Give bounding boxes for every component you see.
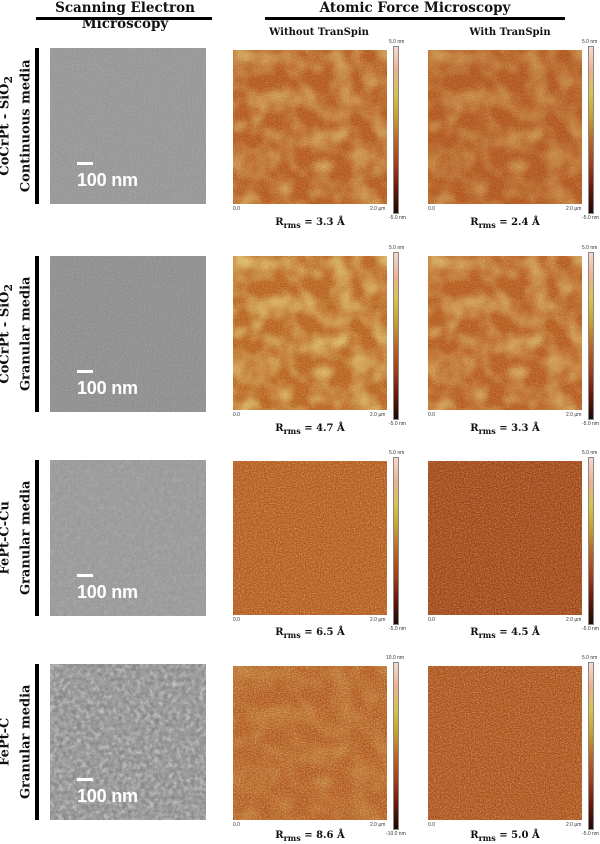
axis-end: 2.0 µm (566, 822, 582, 828)
scale-label: 100 nm (77, 378, 138, 398)
cbar-max: 5.0 nm (582, 655, 598, 661)
axis-end: 2.0 µm (370, 617, 386, 623)
height-colorbar (393, 46, 399, 214)
axis-end: 2.0 µm (370, 412, 386, 418)
cbar-max: 5.0 nm (582, 245, 598, 251)
axis-start: 0.0 (233, 617, 240, 623)
axis-end: 2.0 µm (370, 206, 386, 212)
scale-label: 100 nm (77, 786, 138, 806)
afm-header: Atomic Force Microscopy (319, 0, 511, 16)
axis-end: 2.0 µm (566, 617, 582, 623)
height-colorbar (588, 252, 594, 420)
cbar-min: -5.0 nm (582, 421, 599, 427)
afm-image-without-r4 (233, 666, 387, 820)
row-separator-bar (35, 256, 39, 412)
cbar-max: 5.0 nm (389, 245, 405, 251)
with-transpin-title: With TranSpin (469, 27, 551, 38)
axis-start: 0.0 (233, 412, 240, 418)
sem-image-cocrpt-continuous (50, 48, 206, 204)
afm-image-without-r1 (233, 50, 387, 204)
afm-image-without-r3 (233, 461, 387, 615)
height-colorbar (393, 457, 399, 625)
height-colorbar (393, 252, 399, 420)
cbar-max: 5.0 nm (389, 450, 405, 456)
rms-value: Rrms = 8.6 Å (275, 830, 345, 843)
scale-bar (77, 370, 93, 373)
afm-image-with-r1 (428, 50, 582, 204)
rms-value: Rrms = 6.5 Å (275, 627, 345, 640)
rms-value: Rrms = 5.0 Å (470, 830, 540, 843)
rms-value: Rrms = 4.7 Å (275, 423, 345, 436)
scale-bar (77, 778, 93, 781)
sem-header-underline (36, 17, 212, 20)
axis-end: 2.0 µm (566, 206, 582, 212)
cbar-min: -10.0 nm (386, 831, 406, 837)
axis-start: 0.0 (233, 822, 240, 828)
cbar-min: -5.0 nm (389, 626, 406, 632)
axis-end: 2.0 µm (370, 822, 386, 828)
sem-image-fept-c (50, 664, 206, 820)
cbar-min: -5.0 nm (582, 831, 599, 837)
axis-start: 0.0 (233, 206, 240, 212)
afm-image-with-r3 (428, 461, 582, 615)
scale-bar (77, 574, 93, 577)
rms-value: Rrms = 3.3 Å (275, 217, 345, 230)
axis-start: 0.0 (428, 206, 435, 212)
scale-label: 100 nm (77, 582, 138, 602)
height-colorbar (393, 662, 399, 830)
sem-header: Scanning Electron Microscopy (55, 0, 195, 32)
scale-bar (77, 162, 93, 165)
height-colorbar (588, 457, 594, 625)
cbar-min: -5.0 nm (389, 421, 406, 427)
cbar-max: 10.0 nm (386, 655, 405, 661)
row-separator-bar (35, 664, 39, 820)
rms-value: Rrms = 2.4 Å (470, 217, 540, 230)
without-transpin-title: Without TranSpin (269, 27, 369, 38)
cbar-min: -5.0 nm (582, 215, 599, 221)
sem-image-fept-c-cu (50, 460, 206, 616)
row-separator-bar (35, 48, 39, 204)
rms-value: Rrms = 4.5 Å (470, 627, 540, 640)
cbar-min: -5.0 nm (389, 215, 406, 221)
axis-end: 2.0 µm (566, 412, 582, 418)
sem-image-cocrpt-granular (50, 256, 206, 412)
scale-label: 100 nm (77, 170, 138, 190)
cbar-max: 5.0 nm (389, 39, 405, 45)
afm-image-with-r2 (428, 256, 582, 410)
axis-start: 0.0 (428, 822, 435, 828)
axis-start: 0.0 (428, 412, 435, 418)
height-colorbar (588, 662, 594, 830)
rms-value: Rrms = 3.3 Å (470, 423, 540, 436)
cbar-min: -5.0 nm (582, 626, 599, 632)
afm-header-underline (265, 17, 565, 20)
afm-image-with-r4 (428, 666, 582, 820)
afm-image-without-r2 (233, 256, 387, 410)
cbar-max: 5.0 nm (582, 39, 598, 45)
height-colorbar (588, 46, 594, 214)
row-separator-bar (35, 460, 39, 616)
axis-start: 0.0 (428, 617, 435, 623)
cbar-max: 5.0 nm (582, 450, 598, 456)
